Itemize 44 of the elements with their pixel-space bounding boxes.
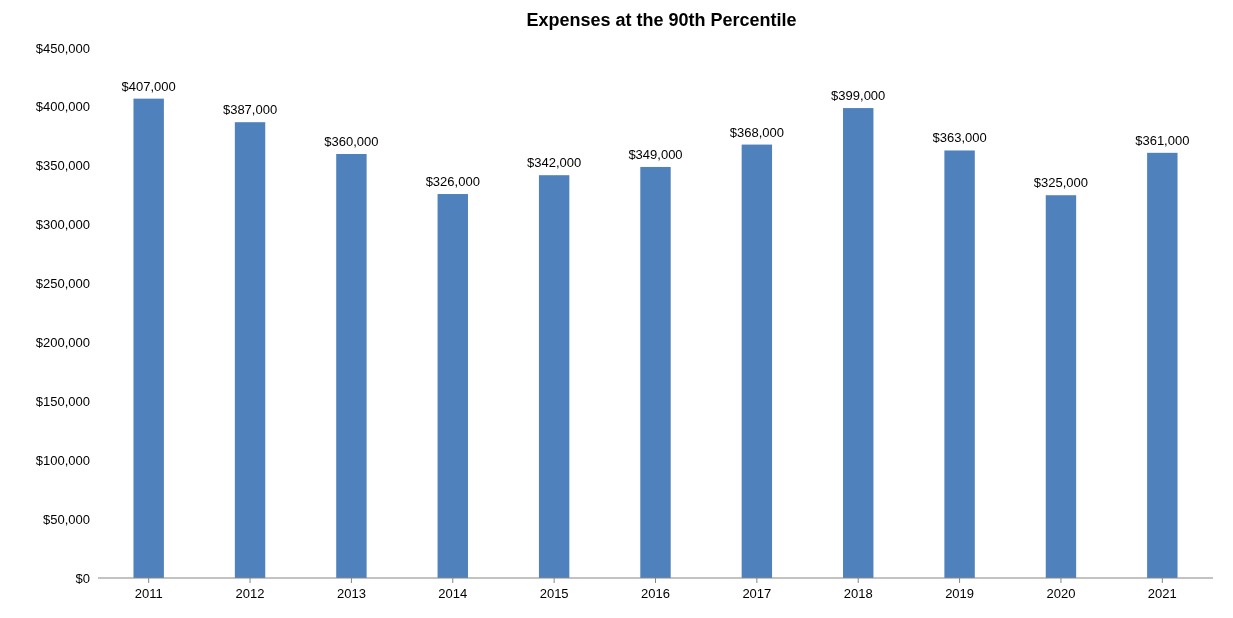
x-tick-label: 2012 (235, 586, 265, 601)
x-tick-label: 2021 (1147, 586, 1177, 601)
data-label: $399,000 (831, 88, 886, 104)
bar (741, 144, 773, 578)
bar (944, 150, 975, 578)
data-label: $361,000 (1135, 132, 1190, 148)
x-tick-label: 2017 (742, 586, 772, 601)
bar (336, 154, 367, 578)
data-label: $360,000 (324, 134, 379, 149)
bar (843, 108, 874, 578)
y-tick-label: $350,000 (35, 158, 90, 174)
data-label: $387,000 (222, 102, 278, 118)
x-tick-label: 2018 (843, 586, 873, 601)
bar (1147, 152, 1178, 578)
data-label: $368,000 (729, 124, 784, 140)
y-tick-label: $50,000 (43, 511, 90, 527)
bar (1045, 195, 1077, 578)
bar (640, 166, 671, 578)
bar (234, 122, 266, 578)
y-tick-label: $450,000 (35, 40, 90, 56)
y-tick-label: $100,000 (35, 452, 90, 468)
bar (538, 175, 570, 578)
chart-title: Expenses at the 90th Percentile (526, 10, 797, 30)
x-tick-label: 2020 (1046, 586, 1076, 601)
y-tick-label: $150,000 (35, 393, 90, 409)
data-label: $363,000 (932, 130, 987, 146)
data-label: $349,000 (628, 146, 683, 162)
x-tick-label: 2015 (539, 586, 569, 601)
data-label: $325,000 (1033, 175, 1089, 191)
data-label: $326,000 (425, 174, 480, 190)
x-tick-label: 2019 (945, 586, 975, 601)
y-tick-label: $300,000 (35, 217, 90, 233)
data-label: $407,000 (121, 78, 176, 94)
x-tick-label: 2013 (336, 586, 366, 601)
x-tick-label: 2016 (641, 586, 670, 601)
x-tick-label: 2014 (438, 586, 468, 601)
y-tick-label: $250,000 (35, 276, 90, 292)
y-tick-label: $0 (75, 570, 90, 586)
y-tick-label: $400,000 (35, 99, 90, 115)
data-label: $342,000 (527, 155, 582, 171)
x-tick-label: 2011 (134, 586, 163, 601)
y-tick-label: $200,000 (35, 334, 90, 350)
bar (133, 98, 164, 578)
bar (437, 194, 468, 578)
